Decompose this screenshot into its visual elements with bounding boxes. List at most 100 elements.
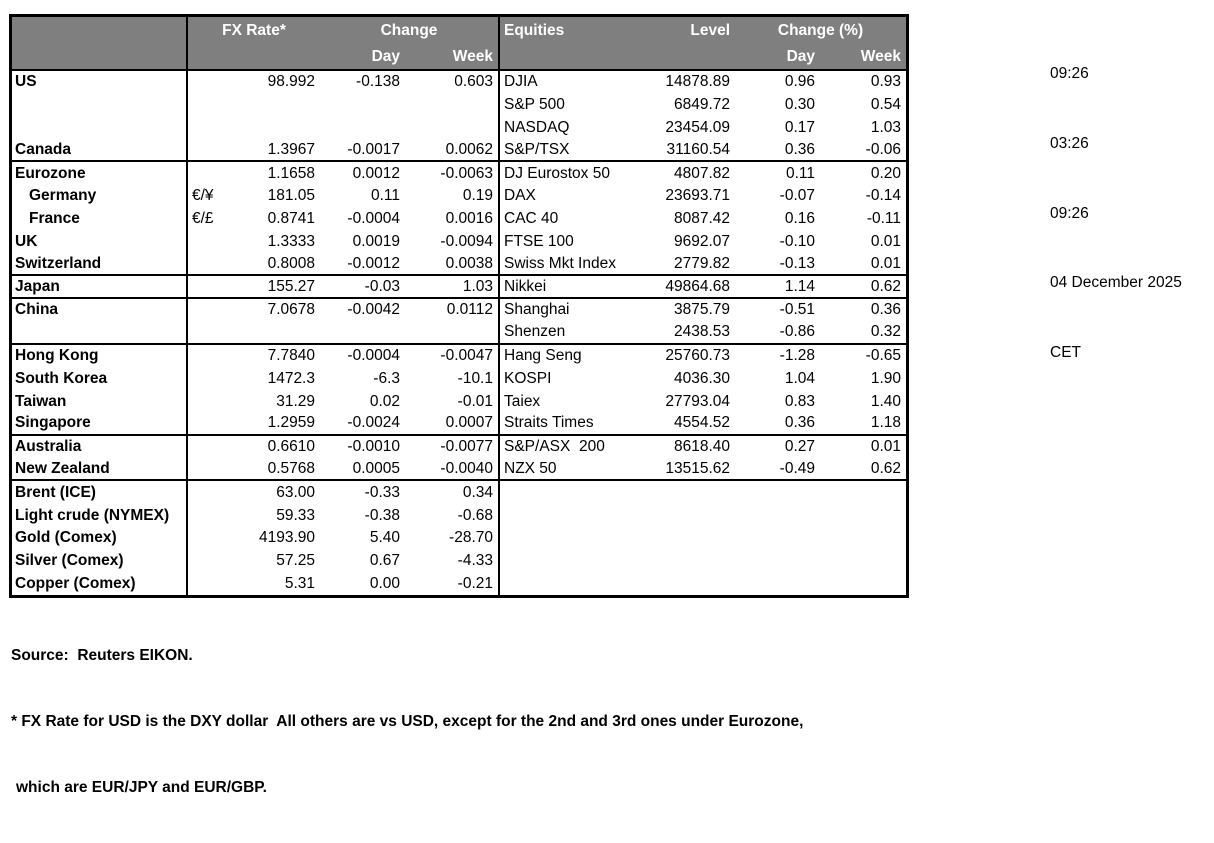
equity-week-change: 0.01 xyxy=(870,232,901,250)
row-label: New Zealand xyxy=(12,458,188,482)
fx-day-change: -0.0004 xyxy=(347,346,400,364)
table-row-south-korea: South Korea 1472.3 -6.3 -10.1 KOSPI 4036… xyxy=(12,367,906,391)
currency-pair xyxy=(188,117,233,140)
level-header: Level xyxy=(690,21,730,39)
fx-day-change: 5.40 xyxy=(369,529,400,547)
table-row-switzerland: Switzerland 0.8008 -0.0012 0.0038 Swiss … xyxy=(12,253,906,277)
equity-name: Nikkei xyxy=(500,276,645,299)
row-label: Brent (ICE) xyxy=(12,481,188,505)
equity-level: 27793.04 xyxy=(665,392,730,410)
row-label: Gold (Comex) xyxy=(12,526,188,550)
row-label xyxy=(12,321,188,345)
row-label: Silver (Comex) xyxy=(12,549,188,573)
currency-pair xyxy=(188,573,233,596)
equity-name xyxy=(500,573,645,596)
equity-name xyxy=(500,504,645,527)
row-label: Germany xyxy=(12,184,188,208)
table-row-nasdaq: NASDAQ 23454.09 0.17 1.03 xyxy=(12,116,906,140)
fx-week-change: 0.603 xyxy=(405,71,500,94)
table-row-eurozone: Eurozone 1.1658 0.0012 -0.0063 DJ Eurost… xyxy=(12,162,906,185)
fx-rate-value: 155.27 xyxy=(233,276,320,299)
equity-name: Taiex xyxy=(504,392,541,410)
currency-pair xyxy=(188,276,233,299)
table-row-hong-kong: Hong Kong 7.7840 -0.0004 -0.0047 Hang Se… xyxy=(12,344,906,368)
markets-table: FX Rate* Change Equities Level Change (%… xyxy=(9,14,909,599)
equity-day-change: 0.30 xyxy=(784,96,815,114)
fx-week-change: -28.70 xyxy=(405,526,500,550)
equity-week-change xyxy=(820,504,906,527)
equity-level: 8618.40 xyxy=(673,438,730,456)
row-label: Australia xyxy=(12,435,188,459)
equity-week-change: 1.90 xyxy=(870,369,901,387)
empty-cell xyxy=(12,44,188,69)
fx-day-change: -0.138 xyxy=(356,73,400,91)
equity-level: 4036.30 xyxy=(673,369,730,387)
row-label: France xyxy=(12,207,188,231)
equity-week-change: 0.01 xyxy=(870,438,901,456)
fx-week-change: 0.34 xyxy=(405,481,500,505)
fx-rate-value: 1.3967 xyxy=(233,139,320,163)
table-row-germany: Germany €/¥ 181.05 0.11 0.19 DAX 23693.7… xyxy=(12,184,906,208)
currency-pair xyxy=(188,322,233,345)
currency-pair xyxy=(188,231,233,254)
timestamp-panel: 09:26 03:26 09:26 04 December 2025 CET xyxy=(1050,16,1182,410)
equity-week-change xyxy=(820,573,906,596)
fx-day-change: -0.03 xyxy=(320,276,405,299)
currency-pair xyxy=(188,299,233,322)
equity-day-change xyxy=(735,573,820,596)
currency-pair xyxy=(188,550,233,573)
equity-day-change: 0.17 xyxy=(784,118,815,136)
equity-week-change: 1.18 xyxy=(820,413,906,436)
table-header-row-2: Day Week Day Week xyxy=(12,44,906,69)
fx-day-change: -0.0017 xyxy=(320,139,405,163)
equity-name: Shanghai xyxy=(504,301,570,319)
fx-week-change: -0.0077 xyxy=(405,435,500,459)
equity-day-change: -0.10 xyxy=(779,232,815,250)
fx-change-header: Change xyxy=(320,17,500,44)
table-row-france: France €/£ 0.8741 -0.0004 0.0016 CAC 40 … xyxy=(12,207,906,231)
fx-week-change xyxy=(405,93,500,117)
equity-level: 4807.82 xyxy=(673,164,730,182)
equity-level: 23454.09 xyxy=(665,118,730,136)
empty-cell xyxy=(188,44,233,69)
equity-name: NASDAQ xyxy=(504,118,570,136)
fx-rate-value xyxy=(233,94,320,117)
table-row-taiwan: Taiwan 31.29 0.02 -0.01 Taiex 27793.04 0… xyxy=(12,390,906,413)
currency-pair xyxy=(188,71,233,94)
fx-rate-value: 59.33 xyxy=(276,506,315,524)
fx-day-change: -0.0042 xyxy=(347,301,400,319)
fx-rate-header: FX Rate* xyxy=(222,21,286,39)
time-tertiary: 09:26 xyxy=(1050,204,1089,222)
currency-pair xyxy=(188,367,233,390)
equity-name xyxy=(500,550,645,573)
row-label: Canada xyxy=(12,139,188,163)
table-row-brent: Brent (ICE) 63.00 -0.33 0.34 xyxy=(12,481,906,505)
fx-day-change xyxy=(320,117,405,140)
fx-day-header: Day xyxy=(371,47,400,65)
equity-week-change: 0.01 xyxy=(820,253,906,277)
equity-week-change: -0.65 xyxy=(865,346,901,364)
empty-cell xyxy=(645,44,735,69)
fx-rate-value: 0.8741 xyxy=(267,210,315,228)
equity-level: 23693.71 xyxy=(665,187,730,205)
table-header: FX Rate* Change Equities Level Change (%… xyxy=(12,17,906,71)
equity-day-change: 0.96 xyxy=(784,73,815,91)
equity-week-change: 0.32 xyxy=(820,322,906,345)
footer-notes: Source: Reuters EIKON. * FX Rate for USD… xyxy=(11,601,803,843)
row-label: China xyxy=(12,298,188,322)
fx-day-change: 0.00 xyxy=(369,574,400,592)
row-label: South Korea xyxy=(12,367,188,391)
fx-rate-value: 0.5768 xyxy=(233,459,320,482)
currency-pair xyxy=(188,504,233,527)
table-row-singapore: Singapore 1.2959 -0.0024 0.0007 Straits … xyxy=(12,412,906,436)
table-row-japan: Japan 155.27 -0.03 1.03 Nikkei 49864.68 … xyxy=(12,276,906,299)
equity-level: 2438.53 xyxy=(645,322,735,345)
equity-week-change xyxy=(820,481,906,504)
fx-rate-value: 181.05 xyxy=(267,187,315,205)
table-row-new-zealand: New Zealand 0.5768 0.0005 -0.0040 NZX 50… xyxy=(12,458,906,482)
fx-day-change: -0.38 xyxy=(364,506,400,524)
fx-day-change: 0.67 xyxy=(369,552,400,570)
fx-week-change: -0.0047 xyxy=(405,344,500,368)
equity-level xyxy=(645,573,735,596)
currency-pair xyxy=(188,413,233,436)
